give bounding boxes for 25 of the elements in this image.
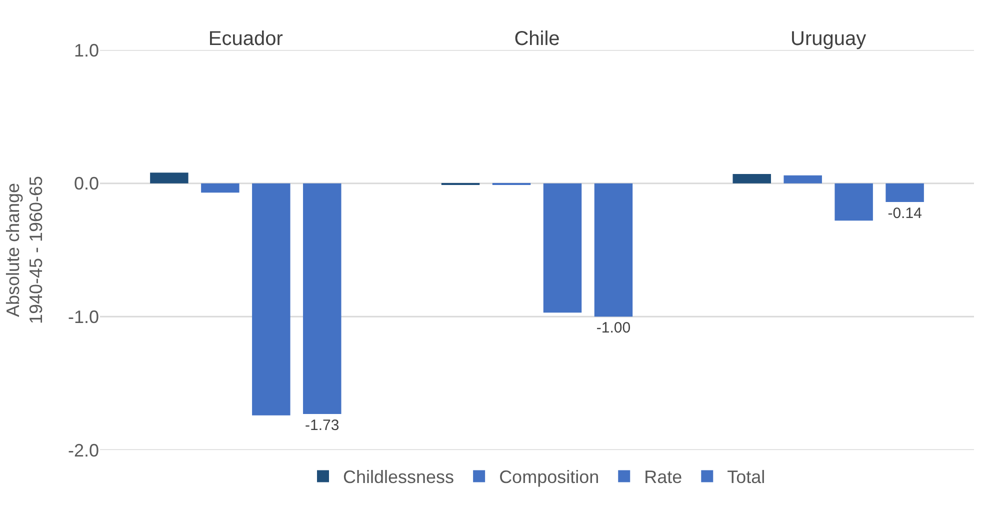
bar [252, 183, 290, 416]
bar [201, 183, 240, 193]
x-tick-label: Chile [514, 28, 560, 50]
y-tick-label: -1.0 [68, 306, 99, 327]
legend-label: Rate [644, 467, 682, 488]
x-tick-label: Uruguay [790, 28, 866, 50]
data-label: -1.73 [305, 417, 340, 434]
y-axis-title: Absolute change 1940-45 - 1960-65 [2, 176, 46, 324]
y-tick-label: 0.0 [74, 174, 99, 194]
bar [886, 183, 924, 202]
bar [594, 183, 633, 317]
bar [150, 172, 188, 184]
bar [732, 174, 771, 184]
legend-label: Composition [499, 467, 600, 488]
legend-label: Childlessness [343, 467, 454, 488]
bar [784, 175, 822, 184]
bar [543, 183, 582, 313]
x-tick-label: Ecuador [208, 28, 284, 50]
data-label: -0.14 [888, 205, 922, 222]
bar [834, 183, 873, 221]
bar [303, 183, 342, 414]
y-tick-label: -2.0 [68, 440, 99, 460]
legend-label: Total [727, 467, 766, 488]
y-tick-label: 1.0 [74, 40, 99, 60]
data-label: -1.00 [596, 320, 631, 337]
